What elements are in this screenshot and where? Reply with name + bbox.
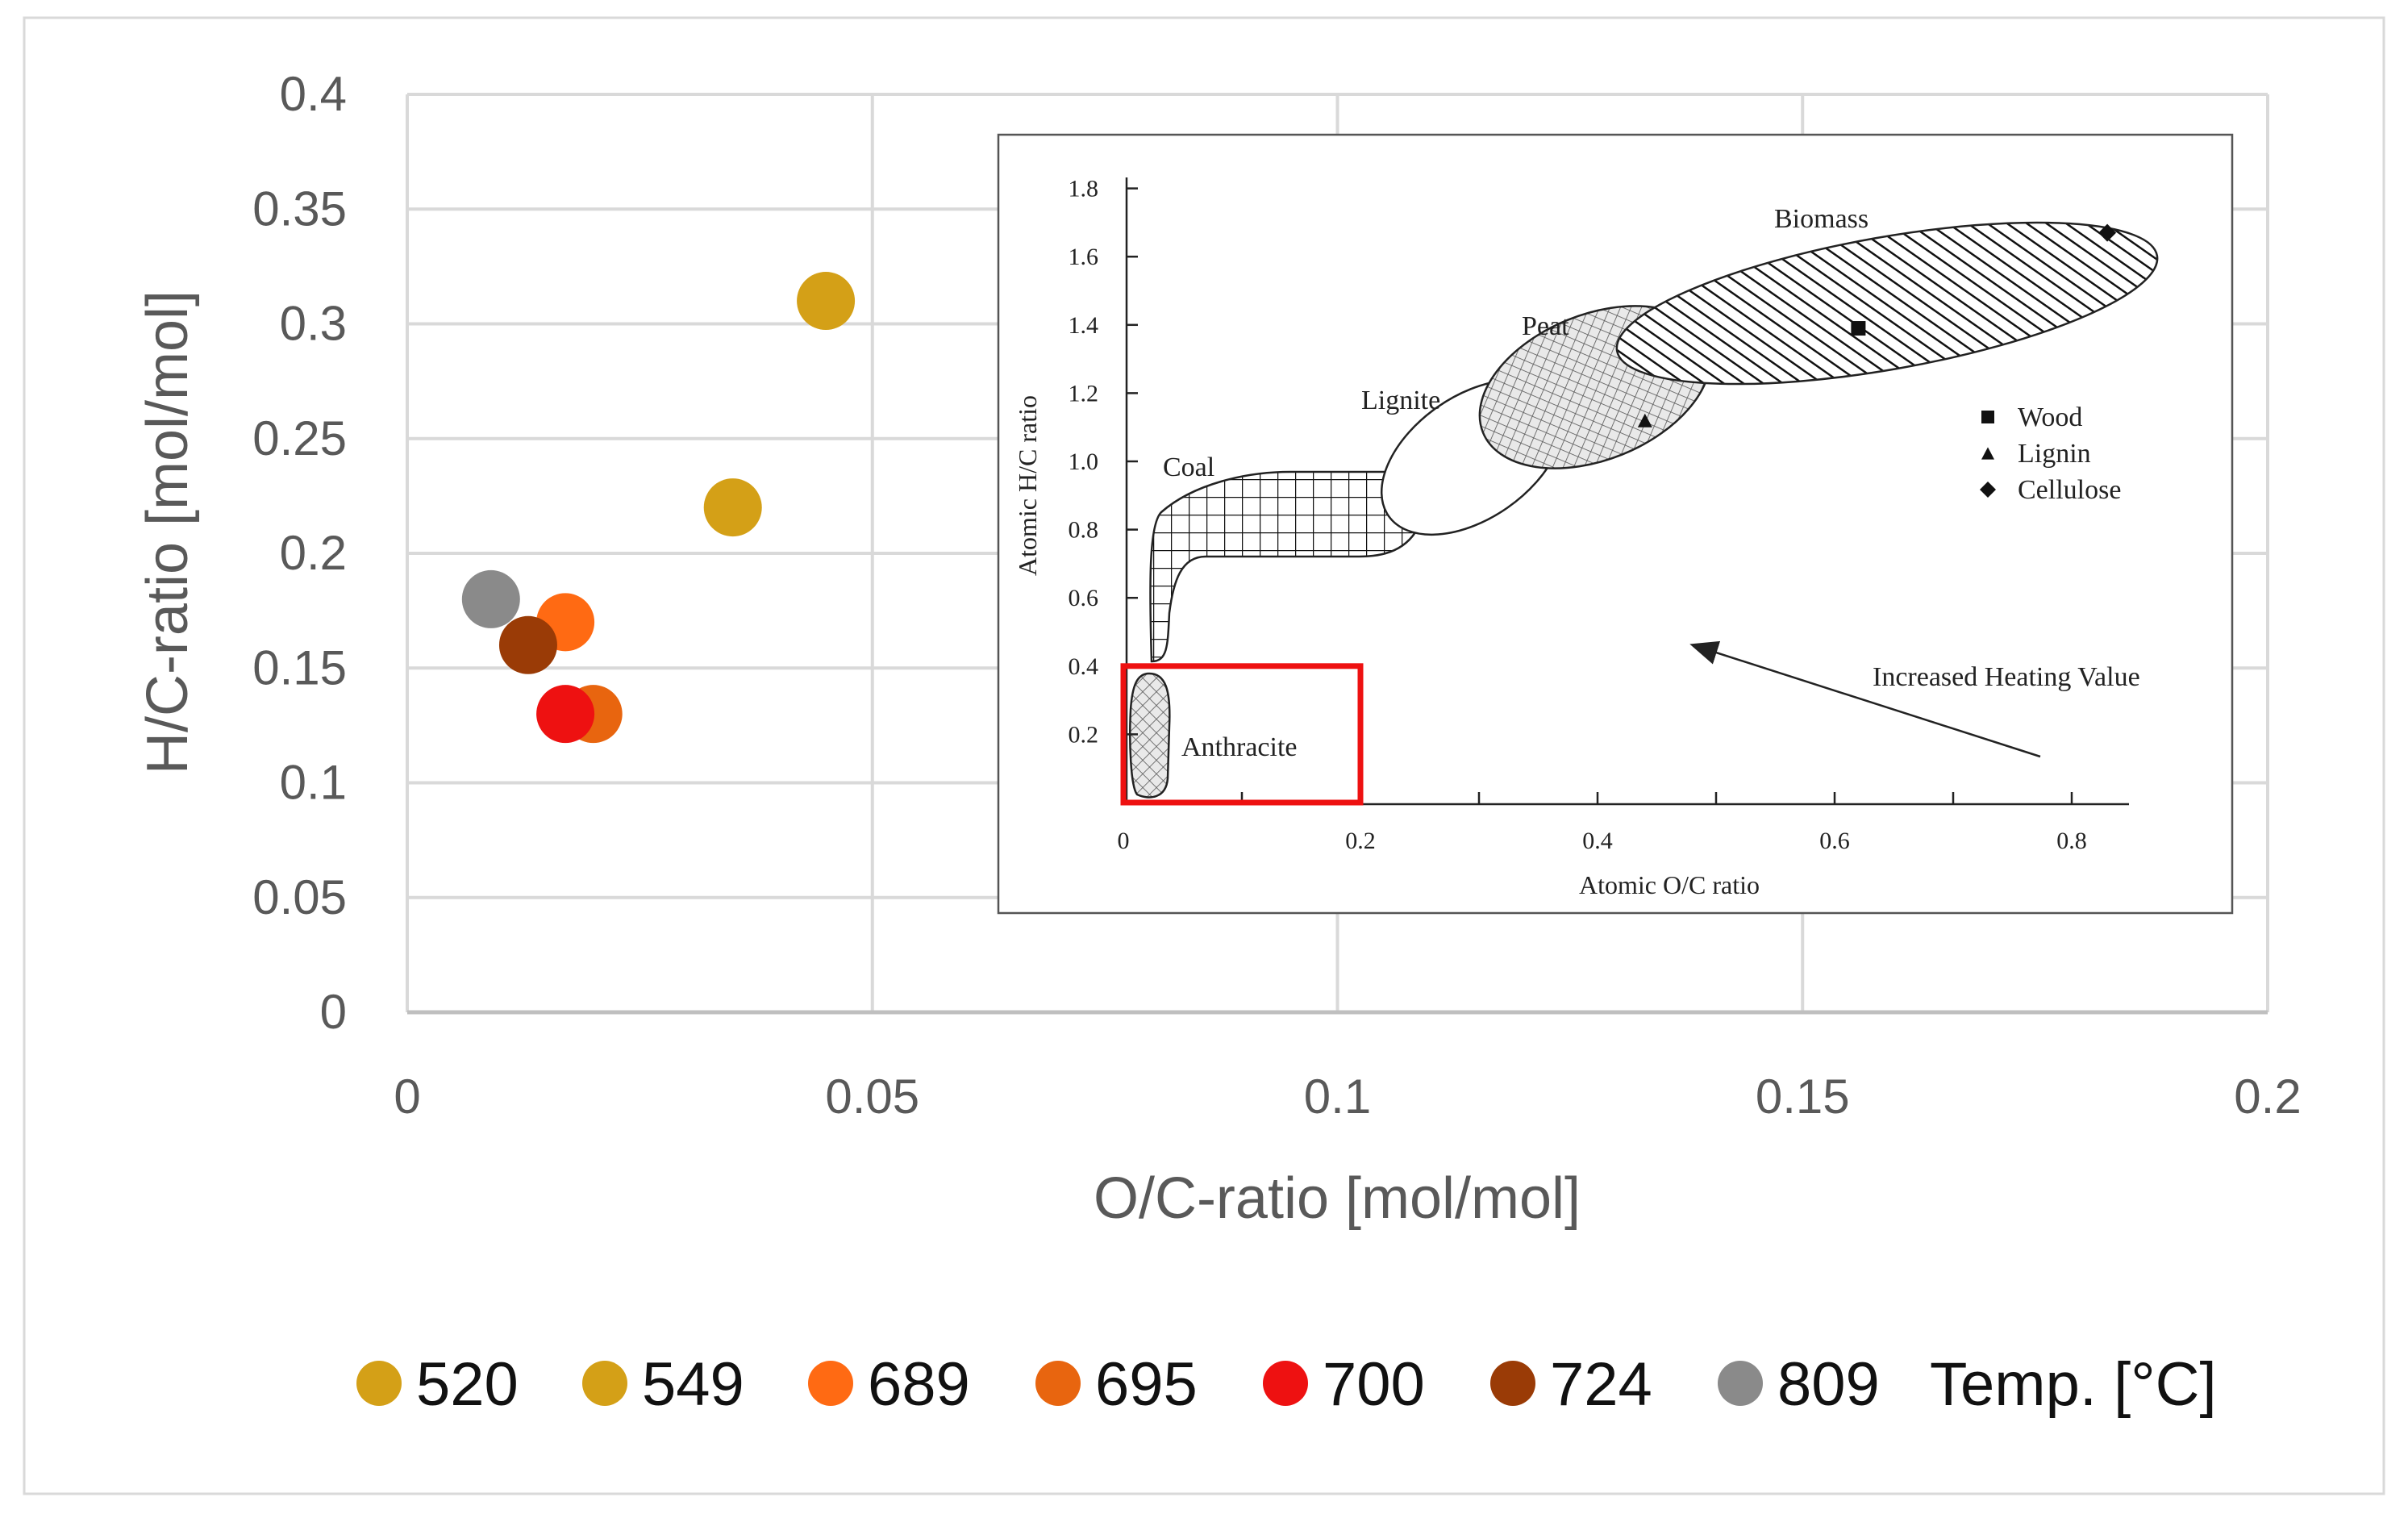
inset-legend-label-wood: Wood bbox=[2018, 402, 2082, 432]
inset-legend-label-cellulose: Cellulose bbox=[2018, 475, 2121, 505]
label-lignite: Lignite bbox=[1361, 386, 1440, 415]
inset-x-tick-label: 0.6 bbox=[1819, 828, 1850, 854]
region-biomass bbox=[1615, 221, 2159, 386]
main-y-tick-labels: 0 0.05 0.1 0.15 0.2 0.25 0.3 0.35 0.4 bbox=[252, 67, 347, 1039]
x-tick-label: 0.15 bbox=[1756, 1070, 1850, 1124]
y-tick-label: 0.4 bbox=[280, 67, 347, 121]
y-axis-title: H/C-ratio [mol/mol] bbox=[135, 290, 200, 774]
point-700 bbox=[536, 685, 595, 744]
inset-y-tick-labels: 0.2 0.4 0.6 0.8 1.0 1.2 1.4 1.6 1.8 bbox=[1069, 176, 1099, 749]
label-anthracite: Anthracite bbox=[1181, 732, 1298, 762]
inset-y-tick-label: 1.0 bbox=[1069, 448, 1099, 475]
inset-y-tick-label: 0.8 bbox=[1069, 517, 1099, 544]
legend-marker-700 bbox=[1263, 1361, 1308, 1406]
legend-label-695: 695 bbox=[1095, 1350, 1198, 1419]
inset-y-tick-label: 0.6 bbox=[1069, 585, 1099, 611]
red-highlight-rect bbox=[1120, 663, 1364, 806]
inset-legend-marker-wood bbox=[1981, 411, 1994, 423]
region-anthracite bbox=[1129, 672, 1171, 799]
main-data-points bbox=[461, 272, 856, 744]
x-tick-label: 0.1 bbox=[1304, 1070, 1371, 1124]
point-724 bbox=[498, 615, 557, 674]
highlight-box bbox=[1120, 663, 1364, 806]
y-tick-label: 0.2 bbox=[280, 526, 347, 580]
legend-marker-549 bbox=[582, 1361, 627, 1406]
inset-legend-marker-cellulose bbox=[1980, 482, 1996, 498]
x-tick-label: 0 bbox=[394, 1070, 420, 1124]
legend-label-724: 724 bbox=[1550, 1350, 1652, 1419]
legend-marker-809 bbox=[1718, 1361, 1763, 1406]
inset-y-tick-label: 1.6 bbox=[1069, 244, 1099, 270]
y-tick-label: 0 bbox=[320, 985, 347, 1039]
inset-y-tick-label: 0.4 bbox=[1069, 653, 1099, 680]
legend-label-549: 549 bbox=[642, 1350, 744, 1419]
point-549 bbox=[703, 478, 762, 537]
inset-x-axis-title: Atomic O/C ratio bbox=[1579, 870, 1760, 899]
label-biomass: Biomass bbox=[1774, 204, 1868, 234]
legend: 520 549 689 695 700 724 809 Temp. [°C] bbox=[356, 1350, 2217, 1419]
inset-point-cellulose bbox=[2098, 223, 2117, 242]
heating-value-label: Increased Heating Value bbox=[1873, 662, 2140, 692]
y-tick-label: 0.25 bbox=[252, 411, 347, 465]
inset-y-tick-label: 1.2 bbox=[1069, 380, 1099, 407]
inset-point-lignin bbox=[1637, 413, 1652, 427]
label-peat: Peat bbox=[1522, 311, 1569, 341]
inset-x-tick-label: 0.2 bbox=[1345, 828, 1376, 854]
heating-value-arrow bbox=[1689, 640, 2041, 758]
inset-x-tick-label: 0.4 bbox=[1582, 828, 1613, 854]
legend-label-689: 689 bbox=[868, 1350, 970, 1419]
inset-y-tick-label: 1.4 bbox=[1069, 312, 1099, 339]
y-tick-label: 0.15 bbox=[252, 640, 347, 694]
y-tick-label: 0.35 bbox=[252, 181, 347, 236]
inset-legend-label-lignin: Lignin bbox=[2018, 439, 2091, 469]
y-tick-label: 0.05 bbox=[252, 870, 347, 924]
inset-data-points bbox=[1637, 223, 2117, 427]
legend-label-520: 520 bbox=[416, 1350, 519, 1419]
inset-y-tick-label: 1.8 bbox=[1069, 176, 1099, 202]
legend-label-700: 700 bbox=[1323, 1350, 1425, 1419]
legend-marker-695 bbox=[1035, 1361, 1081, 1406]
inset-legend: Wood Lignin Cellulose bbox=[1980, 402, 2121, 505]
inset-point-wood bbox=[1851, 321, 1866, 336]
point-809 bbox=[461, 569, 520, 628]
legend-marker-724 bbox=[1490, 1361, 1535, 1406]
y-tick-label: 0.3 bbox=[280, 297, 347, 351]
inset-y-axis-title: Atomic H/C ratio bbox=[1013, 395, 1042, 576]
inset-legend-marker-lignin bbox=[1981, 447, 1994, 460]
x-axis-title: O/C-ratio [mol/mol] bbox=[1094, 1166, 1581, 1231]
legend-marker-689 bbox=[808, 1361, 853, 1406]
inset-x-tick-label: 0.8 bbox=[2056, 828, 2087, 854]
inset-x-tick-labels: 0 0.2 0.4 0.6 0.8 bbox=[1118, 828, 2087, 854]
y-tick-label: 0.1 bbox=[280, 756, 347, 810]
legend-label-809: 809 bbox=[1777, 1350, 1880, 1419]
point-520 bbox=[797, 272, 856, 331]
legend-marker-520 bbox=[356, 1361, 402, 1406]
inset-y-tick-label: 0.2 bbox=[1069, 721, 1099, 748]
main-x-tick-labels: 0 0.05 0.1 0.15 0.2 bbox=[394, 1070, 2301, 1124]
inset-diagram: 0.20.40.60.81.01.21.41.61.8 0 0.2 0.4 0.6 0.… bbox=[997, 133, 2234, 915]
inset-x-tick-label: 0 bbox=[1118, 828, 1130, 854]
x-tick-label: 0.2 bbox=[2234, 1070, 2301, 1124]
legend-title: Temp. [°C] bbox=[1930, 1350, 2217, 1419]
label-coal: Coal bbox=[1163, 452, 1214, 482]
x-tick-label: 0.05 bbox=[825, 1070, 919, 1124]
